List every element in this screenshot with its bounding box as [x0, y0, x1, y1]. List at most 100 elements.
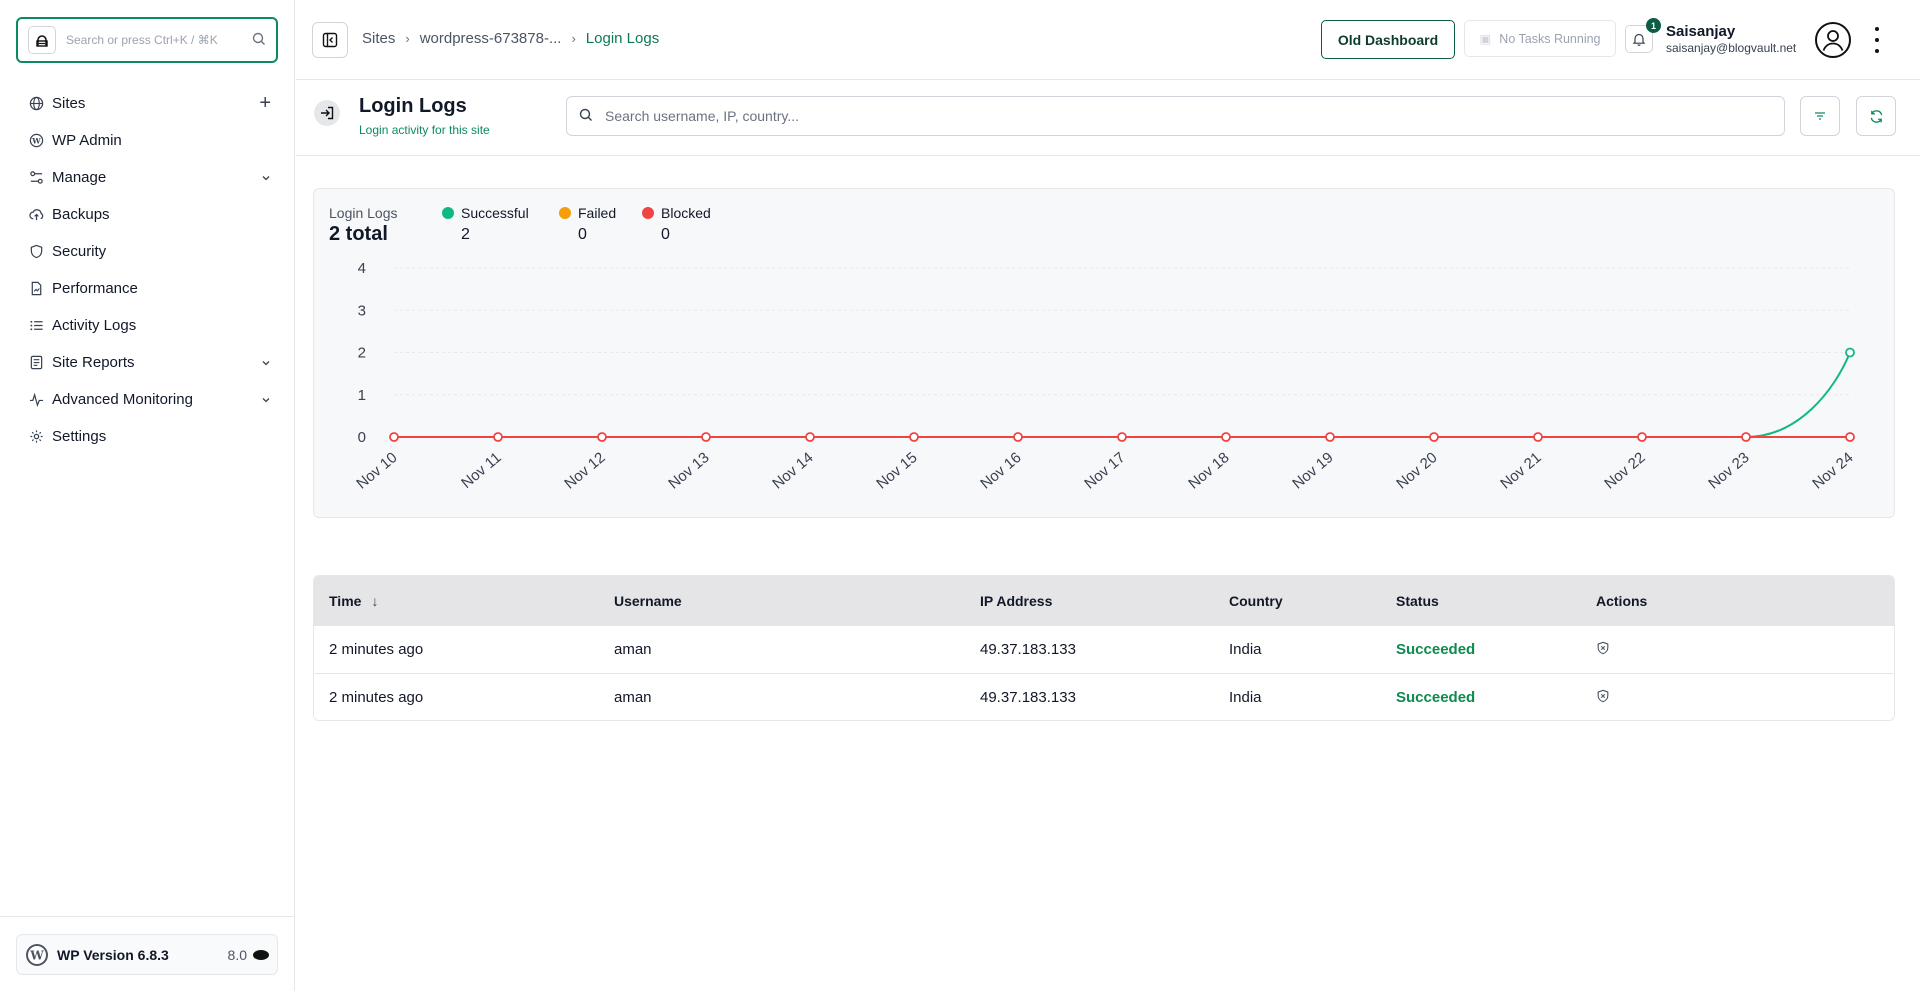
log-search-field[interactable] — [566, 96, 1785, 136]
block-ip-shield-icon[interactable] — [1596, 641, 1610, 655]
user-name: Saisanjay — [1666, 23, 1736, 40]
legend-dot-blocked — [642, 207, 654, 219]
sidebar-item-manage[interactable]: Manage — [0, 159, 295, 196]
refresh-button[interactable] — [1856, 96, 1896, 136]
legend-label: Blocked — [661, 205, 711, 221]
filter-button[interactable] — [1800, 96, 1840, 136]
sidebar-item-label: Activity Logs — [52, 317, 137, 334]
sidebar-item-activity-logs[interactable]: Activity Logs — [0, 307, 295, 344]
chevron-down-icon[interactable] — [261, 392, 271, 408]
data-point-blocked — [701, 432, 711, 442]
x-tick-label: Nov 12 — [561, 449, 608, 493]
sidebar-nav: Sites + W WP Admin Manage Backups Securi… — [0, 85, 295, 455]
breadcrumb-sites[interactable]: Sites — [362, 30, 396, 47]
notifications-button[interactable] — [1625, 25, 1653, 53]
more-options-icon[interactable] — [1871, 27, 1883, 53]
breadcrumb-site[interactable]: wordpress-673878-... — [419, 30, 562, 47]
sidebar-item-site-reports[interactable]: Site Reports — [0, 344, 295, 381]
sort-arrow-down-icon[interactable]: ↓ — [371, 592, 379, 609]
sidebar-footer: W WP Version 6.8.3 8.0 — [0, 916, 295, 991]
x-tick-label: Nov 22 — [1601, 449, 1648, 493]
php-icon — [253, 949, 269, 960]
data-point-blocked — [1637, 432, 1647, 442]
shield-icon — [28, 244, 44, 260]
sidebar-item-advanced-monitoring[interactable]: Advanced Monitoring — [0, 381, 295, 418]
tasks-label: No Tasks Running — [1499, 31, 1601, 46]
legend-successful[interactable]: Successful 2 — [442, 205, 529, 244]
user-email: saisanjay@blogvault.net — [1666, 41, 1797, 55]
column-header-status: Status — [1396, 592, 1439, 609]
login-icon — [314, 100, 340, 126]
table-row[interactable]: 2 minutes ago aman 49.37.183.133 India S… — [314, 625, 1894, 673]
page-subtitle: Login activity for this site — [359, 123, 490, 137]
data-point-blocked — [1741, 432, 1751, 442]
sidebar-item-wp-admin[interactable]: W WP Admin — [0, 122, 295, 159]
sidebar-item-security[interactable]: Security — [0, 233, 295, 270]
x-tick-label: Nov 16 — [977, 449, 1024, 493]
x-tick-label: Nov 15 — [873, 449, 920, 493]
table-row[interactable]: 2 minutes ago aman 49.37.183.133 India S… — [314, 673, 1894, 720]
sidebar-item-backups[interactable]: Backups — [0, 196, 295, 233]
data-point-blocked — [1117, 432, 1127, 442]
collapse-sidebar-button[interactable] — [312, 22, 348, 58]
y-tick-label: 4 — [358, 260, 366, 277]
legend-label: Successful — [461, 205, 529, 221]
wp-version: WP Version 6.8.3 — [57, 946, 169, 963]
status-badge: Succeeded — [1396, 689, 1476, 706]
legend-label: Failed — [578, 205, 617, 221]
activity-icon — [28, 392, 44, 408]
legend-failed[interactable]: Failed 0 — [559, 205, 616, 244]
legend-dot-successful — [442, 207, 454, 219]
chevron-down-icon[interactable] — [261, 355, 271, 371]
x-tick-label: Nov 18 — [1185, 449, 1232, 493]
manage-icon — [28, 170, 44, 186]
chevron-down-icon[interactable] — [261, 170, 271, 186]
row-actions — [1596, 641, 1796, 659]
cell-username: aman — [614, 689, 652, 706]
wordpress-logo-icon: W — [26, 943, 48, 966]
refresh-icon — [1870, 109, 1882, 123]
column-header-time[interactable]: Time ↓ — [314, 593, 614, 609]
y-tick-label: 2 — [358, 345, 366, 362]
old-dashboard-button[interactable]: Old Dashboard — [1321, 20, 1455, 59]
gear-icon — [28, 429, 44, 445]
sidebar-item-sites[interactable]: Sites + — [0, 85, 295, 122]
data-point-blocked — [805, 432, 815, 442]
column-header-ip: IP Address — [980, 592, 1053, 609]
data-point-blocked — [389, 432, 399, 442]
y-tick-label: 3 — [358, 302, 366, 319]
data-point-blocked — [909, 432, 919, 442]
sidebar-item-settings[interactable]: Settings — [0, 418, 295, 455]
user-icon — [1822, 30, 1844, 51]
column-header-actions: Actions — [1596, 592, 1648, 609]
cell-time: 2 minutes ago — [329, 641, 424, 658]
x-tick-label: Nov 13 — [665, 449, 712, 493]
global-search[interactable]: Search or press Ctrl+K / ⌘K — [16, 17, 278, 63]
sidebar-item-label: Security — [52, 243, 107, 260]
svg-text:W: W — [29, 948, 44, 962]
avatar[interactable] — [1815, 22, 1851, 58]
log-search-input[interactable] — [605, 108, 1772, 124]
breadcrumb-current: Login Logs — [585, 30, 660, 47]
app-logo-icon[interactable] — [28, 26, 56, 54]
cell-time: 2 minutes ago — [329, 689, 424, 706]
chart-summary-total: 2 total — [329, 223, 388, 245]
legend-blocked[interactable]: Blocked 0 — [642, 205, 711, 244]
tasks-status-button[interactable]: ▣ No Tasks Running — [1464, 20, 1616, 57]
cell-ip: 49.37.183.133 — [980, 641, 1076, 658]
x-tick-label: Nov 20 — [1393, 449, 1440, 493]
y-tick-label: 0 — [358, 429, 366, 446]
wp-version-card[interactable]: W WP Version 6.8.3 8.0 — [16, 934, 278, 975]
y-tick-label: 1 — [358, 387, 366, 404]
x-tick-label: Nov 10 — [353, 449, 400, 493]
legend-value: 0 — [661, 226, 670, 243]
login-chart-card: Login Logs 2 total Successful 2 Failed 0… — [313, 188, 1895, 518]
add-site-icon[interactable]: + — [259, 92, 271, 114]
sidebar-item-performance[interactable]: Performance — [0, 270, 295, 307]
sidebar-item-label: Sites — [52, 95, 86, 112]
chevron-right-icon: › — [405, 31, 410, 46]
column-label: Time — [329, 592, 362, 609]
data-point-blocked — [597, 432, 607, 442]
x-tick-label: Nov 23 — [1705, 449, 1752, 493]
block-ip-shield-icon[interactable] — [1596, 689, 1610, 703]
